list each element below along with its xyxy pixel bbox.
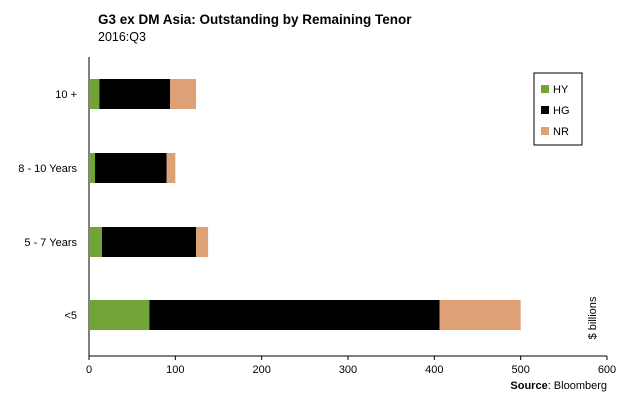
source-value: : Bloomberg xyxy=(548,380,607,392)
bar-segment-hg xyxy=(99,79,171,109)
x-tick-label: 300 xyxy=(339,364,357,376)
legend-label-nr: NR xyxy=(553,126,569,138)
x-tick-label: 400 xyxy=(425,364,443,376)
legend-items: HY HG NR xyxy=(541,84,570,138)
right-axis-label: $ billions xyxy=(587,296,599,339)
legend-swatch-hg xyxy=(541,106,549,114)
category-label: <5 xyxy=(64,310,77,322)
category-label: 5 - 7 Years xyxy=(24,237,77,249)
x-tick-label: 0 xyxy=(86,364,92,376)
legend-swatch-hy xyxy=(541,85,549,93)
x-tick-label: 100 xyxy=(166,364,184,376)
bar-segment-hy xyxy=(89,79,100,109)
chart-subtitle: 2016:Q3 xyxy=(98,30,146,44)
bar-segment-nr xyxy=(166,153,176,183)
source-label: Source xyxy=(510,380,547,392)
legend-label-hg: HG xyxy=(553,105,570,117)
bar-segment-hg xyxy=(101,227,197,257)
legend-swatch-nr xyxy=(541,127,549,135)
bar-segment-hy xyxy=(89,227,102,257)
legend: HY HG NR xyxy=(533,72,583,146)
legend-label-hy: HY xyxy=(553,84,569,96)
bar-segment-nr xyxy=(196,227,209,257)
x-tick-label: 600 xyxy=(598,364,616,376)
category-labels: 10 + 8 - 10 Years 5 - 7 Years <5 xyxy=(18,89,77,322)
chart-title: G3 ex DM Asia: Outstanding by Remaining … xyxy=(98,12,412,27)
bar-segment-nr xyxy=(170,79,197,109)
bars-layer xyxy=(89,79,521,330)
x-tick-label: 200 xyxy=(252,364,270,376)
category-label: 10 + xyxy=(55,89,77,101)
bar-segment-hy xyxy=(89,300,150,330)
bar-segment-hg xyxy=(95,153,167,183)
x-axis-ticks: 0 100 200 300 400 500 600 xyxy=(86,356,616,376)
x-tick-label: 500 xyxy=(511,364,529,376)
bar-segment-nr xyxy=(439,300,521,330)
bar-segment-hg xyxy=(149,300,440,330)
category-label: 8 - 10 Years xyxy=(18,163,77,175)
source-note: Source: Bloomberg xyxy=(510,380,607,392)
bar-segment-hy xyxy=(89,153,96,183)
